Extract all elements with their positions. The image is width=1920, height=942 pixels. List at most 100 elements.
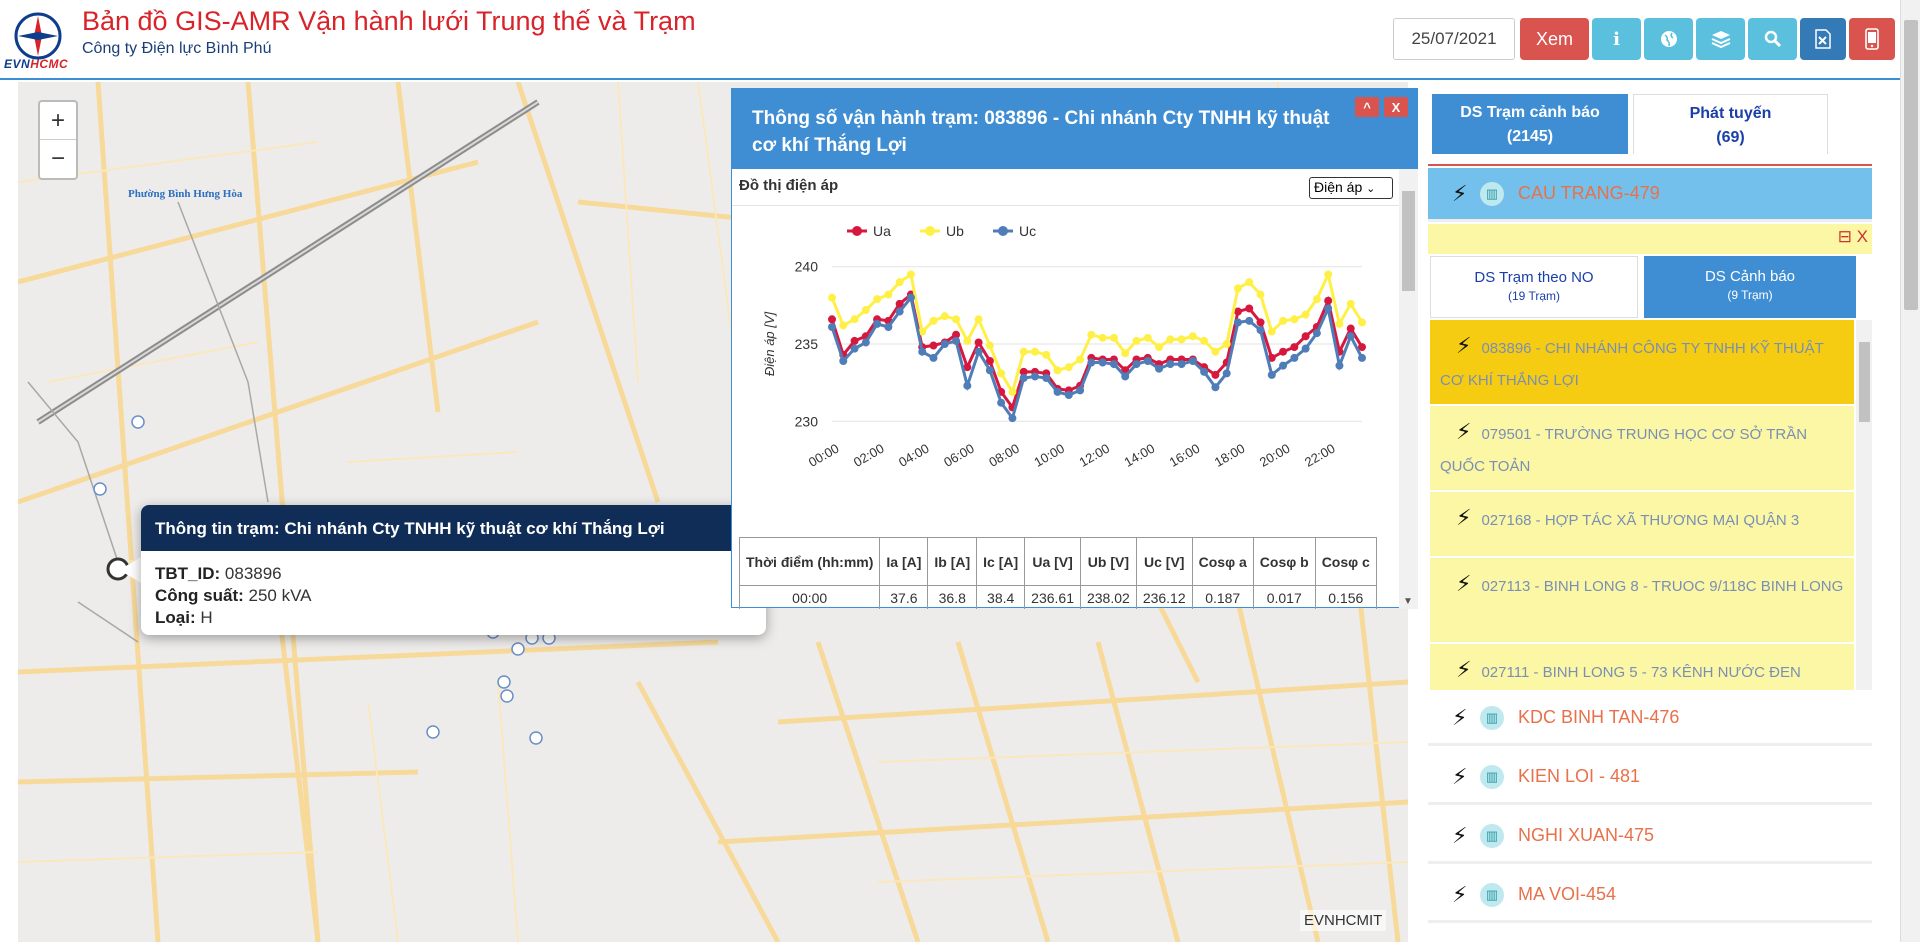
close-button[interactable]: X xyxy=(1384,97,1408,117)
data-point xyxy=(1053,387,1062,396)
data-point xyxy=(1233,318,1242,327)
operation-params-window: Thông số vận hành trạm: 083896 - Chi nhá… xyxy=(731,88,1418,609)
globe-button[interactable] xyxy=(1644,18,1693,60)
chart-type-select[interactable]: Điện áp ⌄ xyxy=(1309,177,1393,199)
window-body: Đồ thị điện áp Điện áp ⌄ 230 235 240 Điện á… xyxy=(732,169,1399,609)
list-item[interactable]: ⚡︎ 083896 - CHI NHÁNH CÔNG TY TNHH KỸ THU… xyxy=(1430,320,1854,404)
legend-marker xyxy=(852,226,862,236)
feeder-item-active[interactable]: ⚡︎ ▥ CAU TRANG-479 xyxy=(1428,168,1872,222)
tab-feeders[interactable]: Phát tuyến (69) xyxy=(1633,94,1828,154)
data-point xyxy=(952,315,961,324)
list-item[interactable]: ⚡︎ 027111 - BINH LONG 5 - 73 KÊNH NƯỚC ĐE… xyxy=(1430,644,1854,690)
xem-button[interactable]: Xem xyxy=(1520,18,1589,60)
data-point xyxy=(929,341,938,350)
data-point xyxy=(985,357,994,365)
feeder-item[interactable]: ⚡︎ ▥ NGHI XUAN-475 xyxy=(1428,810,1872,864)
data-point xyxy=(1155,343,1164,352)
table-cell: 0.156 xyxy=(1314,585,1377,609)
excel-button[interactable] xyxy=(1800,18,1846,60)
legend-marker xyxy=(998,226,1008,236)
data-point xyxy=(1290,343,1299,352)
layers-button[interactable] xyxy=(1696,18,1745,60)
info-button[interactable]: i xyxy=(1592,18,1641,60)
data-point xyxy=(1335,361,1344,370)
tab-warning-list[interactable]: DS Cảnh báo (9 Trạm) xyxy=(1644,256,1856,318)
data-point xyxy=(1064,363,1073,372)
data-point xyxy=(1279,316,1288,325)
data-point xyxy=(1211,383,1220,392)
phone-button[interactable] xyxy=(1849,18,1895,60)
list-item[interactable]: ⚡︎ 027168 - HỢP TÁC XÃ THƯƠNG MẠI QUẬN 3 xyxy=(1430,492,1854,556)
data-point xyxy=(1279,361,1288,370)
data-point xyxy=(1324,270,1333,279)
data-point xyxy=(1346,324,1355,333)
popup-title: Thông tin trạm: Chi nhánh Cty TNHH kỹ th… xyxy=(141,505,766,551)
table-header-cell: Ic [A] xyxy=(976,537,1026,586)
data-point xyxy=(974,338,983,347)
transformer-icon: ▥ xyxy=(1480,764,1504,789)
zoom-out-button[interactable]: − xyxy=(50,145,65,172)
data-point xyxy=(918,347,927,356)
x-tick-label: 06:00 xyxy=(941,441,977,470)
data-point xyxy=(1008,387,1017,396)
table-header-cell: Ia [A] xyxy=(879,537,929,586)
data-point xyxy=(929,316,938,325)
data-point xyxy=(963,363,972,372)
bolt-icon: ⚡︎ xyxy=(1456,333,1472,358)
zoom-in-button[interactable]: + xyxy=(40,102,76,140)
date-input[interactable]: 25/07/2021 xyxy=(1393,18,1515,60)
tab-warning-stations[interactable]: DS Trạm cảnh báo (2145) xyxy=(1432,94,1628,154)
data-point xyxy=(1019,374,1028,382)
data-point xyxy=(873,295,882,304)
data-point xyxy=(1030,372,1039,381)
x-tick-label: 14:00 xyxy=(1122,441,1158,470)
data-point xyxy=(1188,357,1197,365)
data-point xyxy=(1200,367,1209,376)
x-tick-label: 12:00 xyxy=(1076,441,1112,470)
data-point xyxy=(1109,333,1118,342)
search-button[interactable] xyxy=(1748,18,1797,60)
feeder-item[interactable]: ⚡︎ ▥ KIEN LOI - 481 xyxy=(1428,751,1872,805)
bolt-icon: ⚡︎ xyxy=(1456,657,1472,682)
page-scrollbar[interactable] xyxy=(1900,0,1920,942)
data-point xyxy=(828,315,836,324)
data-point xyxy=(1132,360,1141,369)
list-scrollbar[interactable] xyxy=(1856,320,1872,690)
data-point xyxy=(1233,284,1242,293)
data-point xyxy=(1019,367,1028,376)
data-point xyxy=(1008,414,1017,423)
search-icon xyxy=(1764,30,1781,48)
data-point xyxy=(1290,315,1299,324)
data-point xyxy=(1312,329,1321,338)
table-cell: 0.187 xyxy=(1191,585,1254,609)
feeder-item[interactable]: ⚡︎ ▥ MA VOI-454 xyxy=(1428,869,1872,923)
collapse-button[interactable]: ^ xyxy=(1355,97,1379,117)
x-tick-label: 16:00 xyxy=(1167,441,1203,470)
table-cell: 36.8 xyxy=(927,585,978,609)
data-point xyxy=(1121,372,1130,381)
y-tick-label: 240 xyxy=(795,259,819,275)
data-point xyxy=(839,321,848,330)
data-point xyxy=(1087,358,1096,367)
data-point xyxy=(952,330,961,339)
table-header-cell: Thời điểm (hh:mm) xyxy=(738,537,881,586)
data-point xyxy=(1267,353,1276,362)
app-header: EVNHCMC Bản đồ GIS-AMR Vận hành lưới Tru… xyxy=(0,0,1900,80)
data-point xyxy=(895,299,904,308)
data-point xyxy=(1211,370,1220,379)
data-point xyxy=(1358,318,1366,327)
globe-icon xyxy=(1660,31,1677,47)
data-point xyxy=(1188,332,1197,341)
data-point xyxy=(839,357,848,365)
feeder-toolbar: ⊟ X xyxy=(1428,224,1872,254)
layers-icon xyxy=(1711,31,1730,49)
tab-stations-by-no[interactable]: DS Trạm theo NO (19 Trạm) xyxy=(1430,256,1638,318)
table-cell: 37.6 xyxy=(879,585,929,609)
list-item[interactable]: ⚡︎ 027113 - BINH LONG 8 - TRUOC 9/118C BI… xyxy=(1430,558,1854,642)
list-item[interactable]: ⚡︎ 079501 - TRƯỜNG TRUNG HỌC CƠ SỞ TRẦN Q… xyxy=(1430,406,1854,490)
window-scrollbar[interactable]: ▼ xyxy=(1399,169,1418,609)
map-place-label: Phường Bình Hưng Hòa xyxy=(128,188,243,200)
feeder-item[interactable]: ⚡︎ ▥ KDC BINH TAN-476 xyxy=(1428,692,1872,746)
toolbar-tools[interactable]: ⊟ X xyxy=(1837,227,1868,246)
bolt-icon: ⚡︎ xyxy=(1456,505,1472,530)
